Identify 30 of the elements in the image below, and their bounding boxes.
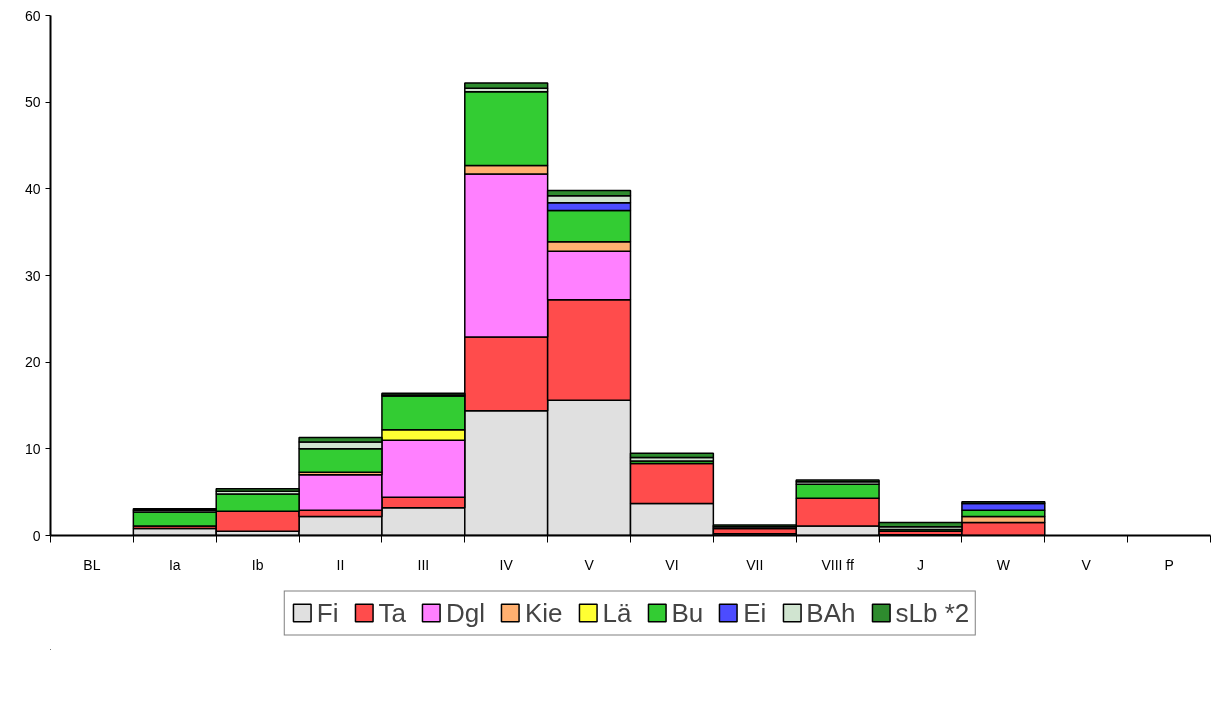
y-tick-label: 60 xyxy=(24,7,41,24)
x-tick-label: V xyxy=(584,556,595,573)
y-tick-label: 30 xyxy=(24,267,41,284)
legend-label: Fi xyxy=(316,597,339,628)
y-tick-label: 0 xyxy=(32,527,41,544)
x-tick-label: Ia xyxy=(168,556,181,573)
legend-label: sLb *2 xyxy=(895,597,970,628)
x-tick-label: VII xyxy=(746,556,764,573)
x-tick-label: P xyxy=(1164,556,1174,573)
legend-label: Ei xyxy=(743,597,767,628)
legend-label: BAh xyxy=(806,597,856,628)
x-tick-label: VI xyxy=(665,556,679,573)
legend-label: Bu xyxy=(671,597,704,628)
x-tick-label: BL xyxy=(83,556,101,573)
x-tick-label: VIII ff xyxy=(821,556,854,573)
legend-label: Lä xyxy=(602,597,632,628)
x-tick-label: Ib xyxy=(251,556,264,573)
x-tick-label: W xyxy=(996,556,1011,573)
y-tick-label: 50 xyxy=(24,94,41,111)
x-tick-label: II xyxy=(336,556,345,573)
x-tick-label: V xyxy=(1081,556,1092,573)
y-tick-label: 40 xyxy=(24,180,41,197)
y-tick-label: 20 xyxy=(24,354,41,371)
legend-label: Kie xyxy=(524,597,563,628)
x-tick-label: III xyxy=(417,556,430,573)
x-tick-label: IV xyxy=(499,556,514,573)
legend-label: Ta xyxy=(378,597,406,628)
y-tick-label: 10 xyxy=(24,440,41,457)
legend-label: Dgl xyxy=(445,597,485,628)
x-tick-label: J xyxy=(917,556,924,573)
